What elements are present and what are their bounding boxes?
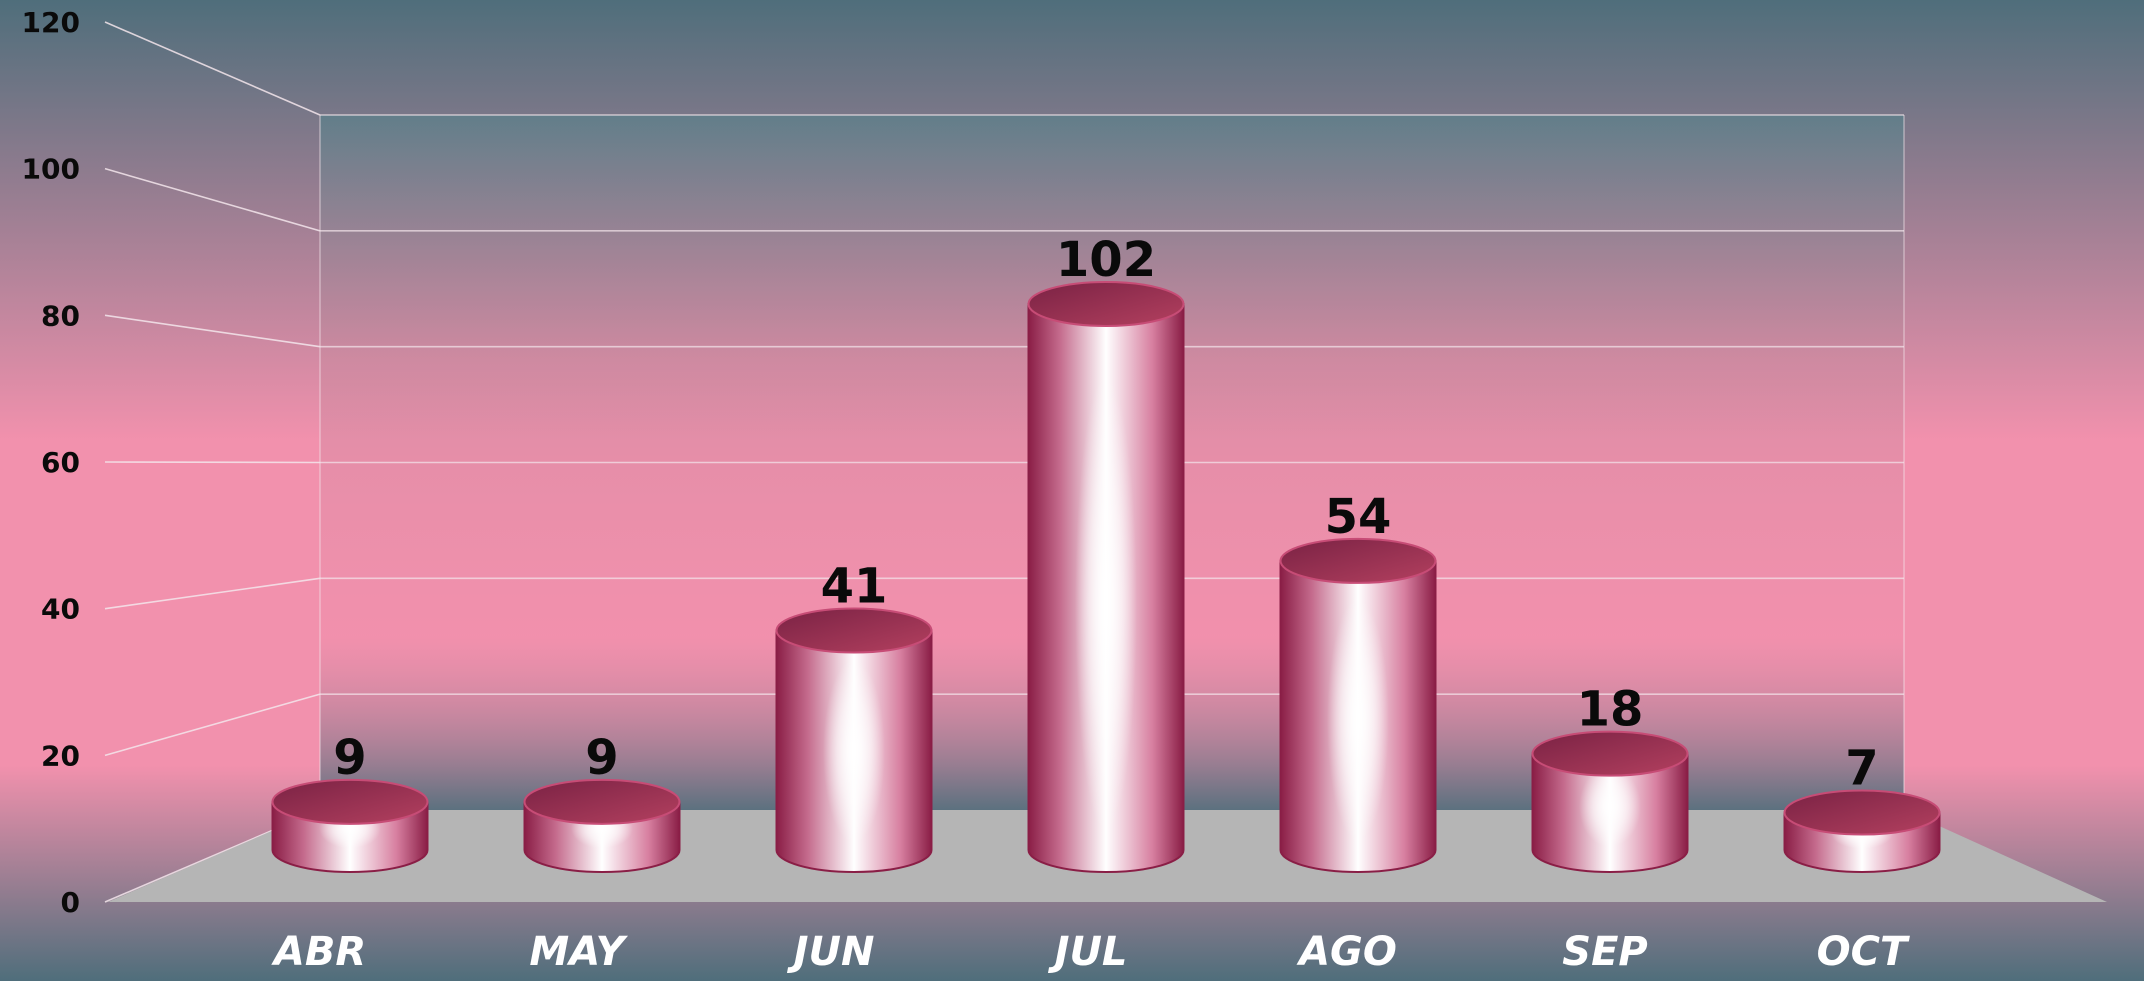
value-label: 9 [585,730,618,786]
bars [271,280,1941,873]
gridline-side [104,693,321,757]
bar-highlight [1075,374,1137,834]
y-tick-label: 120 [22,6,80,39]
bar-sep [1531,730,1689,873]
bar-highlight [823,659,885,844]
x-tick-label: OCT [1817,929,1910,975]
y-tick-label: 40 [41,593,80,626]
value-label: 9 [333,730,366,786]
bar-oct [1783,789,1941,873]
gridline-side [104,167,321,232]
value-label: 41 [821,559,888,615]
x-tick-label: AGO [1296,929,1397,975]
x-axis: ABR MAY JUN JUL AGO SEP OCT [271,929,1910,975]
x-tick-label: JUN [787,929,875,975]
bar-top [1531,730,1689,777]
y-tick-label: 100 [22,153,80,186]
bar-jul [1027,280,1185,873]
bar-abr [271,778,429,873]
value-label: 7 [1845,741,1878,797]
y-axis: 0 20 40 60 80 100 120 [22,6,80,919]
gridline-side [104,21,321,116]
bar-top [1783,789,1941,836]
gridline-side [104,461,321,464]
bar-jun [775,607,933,873]
y-tick-label: 80 [41,299,80,332]
bar-top [271,778,429,825]
bar-highlight [1327,598,1389,842]
y-tick-label: 60 [41,446,80,479]
bar-top [1027,280,1185,327]
bar-top [775,607,933,654]
value-label: 18 [1577,682,1644,738]
gridline-side [104,577,321,610]
x-tick-label: JUL [1048,929,1128,975]
value-label: 54 [1325,489,1392,545]
y-tick-label: 20 [41,739,80,772]
x-tick-label: ABR [271,929,366,975]
x-tick-label: MAY [529,929,628,975]
gridline-side [104,314,321,348]
bar-ago [1279,537,1437,873]
y-tick-label: 0 [61,886,80,919]
bar-top [1279,537,1437,584]
bar-may [523,778,681,873]
x-tick-label: SEP [1562,929,1647,975]
value-labels: 9 9 41 102 54 18 7 [333,232,1878,797]
value-label: 102 [1056,232,1156,288]
bar-highlight [1579,766,1641,848]
bar-top [523,778,681,825]
